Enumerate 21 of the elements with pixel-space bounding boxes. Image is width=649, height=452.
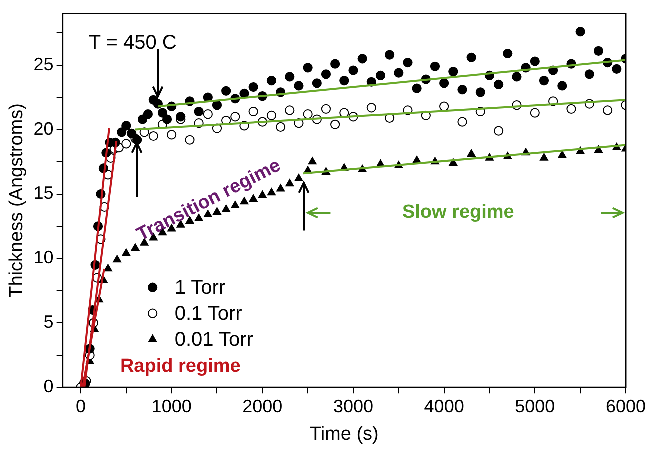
y-tick-label: 25 bbox=[34, 54, 54, 74]
x-tick-label: 6000 bbox=[606, 396, 646, 416]
x-tick-label: 1000 bbox=[152, 396, 192, 416]
y-axis-title: Thickness (Angstroms) bbox=[6, 104, 28, 298]
legend-label: 0.01 Torr bbox=[174, 329, 254, 352]
x-tick-label: 4000 bbox=[424, 396, 464, 416]
y-tick-label: 5 bbox=[44, 312, 54, 332]
x-tick-label: 2000 bbox=[242, 396, 283, 416]
y-tick-label: 0 bbox=[44, 376, 54, 397]
annotation: Rapid regime bbox=[120, 356, 241, 378]
x-axis-title: Time (s) bbox=[310, 424, 379, 445]
legend-label: 1 Torr bbox=[174, 277, 226, 300]
x-tick-label: 0 bbox=[76, 396, 86, 416]
annotation: Slow regime bbox=[402, 202, 514, 224]
annotation: T = 450 C bbox=[88, 32, 177, 54]
x-tick-label: 3000 bbox=[333, 396, 374, 416]
x-tick-label: 5000 bbox=[515, 396, 556, 416]
legend-label: 0.1 Torr bbox=[174, 303, 243, 326]
y-tick-label: 15 bbox=[34, 183, 54, 204]
y-tick-label: 10 bbox=[34, 248, 54, 268]
y-tick-label: 20 bbox=[34, 118, 54, 139]
